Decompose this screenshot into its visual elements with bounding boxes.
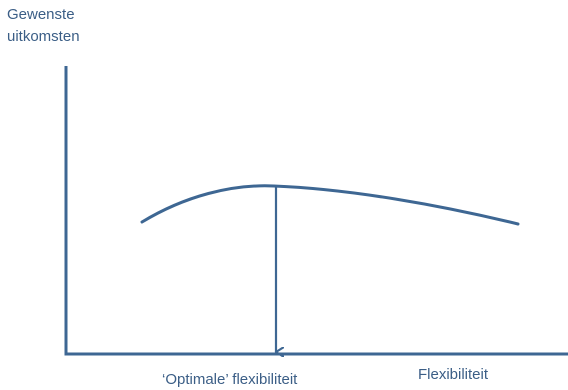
outcome-curve xyxy=(140,184,520,226)
y-axis-label-line2: uitkomsten xyxy=(7,28,80,45)
optimum-label: ‘Optimale’ flexibiliteit xyxy=(162,371,298,388)
y-axis-label: Gewenste uitkomsten xyxy=(7,4,80,48)
x-axis-label: Flexibiliteit xyxy=(418,366,489,383)
y-axis-label-line1: Gewenste xyxy=(7,6,75,23)
